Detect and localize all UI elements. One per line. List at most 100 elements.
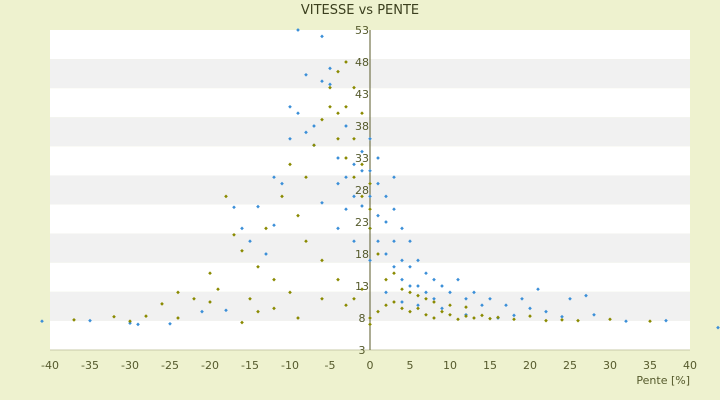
data-point <box>416 303 420 308</box>
data-point <box>512 317 516 322</box>
data-point <box>344 207 348 212</box>
data-point <box>512 313 516 318</box>
data-point <box>296 213 300 218</box>
data-point <box>240 226 244 231</box>
data-point <box>352 136 356 141</box>
data-point <box>408 284 412 288</box>
data-point <box>544 309 548 314</box>
y-tick-labels: 53 48 43 38 33 28 23 18 13 8 3 <box>355 24 369 357</box>
data-point <box>400 287 404 292</box>
data-point <box>464 296 468 301</box>
data-point <box>256 309 260 314</box>
data-point <box>384 252 388 256</box>
data-point <box>416 258 420 263</box>
data-point <box>344 303 348 308</box>
data-point <box>408 309 412 314</box>
x-tick-label: -15 <box>241 359 259 372</box>
data-point <box>224 194 228 199</box>
data-point <box>716 325 720 330</box>
data-point <box>320 34 324 39</box>
x-tick-label: -10 <box>281 359 299 372</box>
data-point <box>352 296 356 301</box>
data-point <box>440 309 444 314</box>
data-point <box>560 314 564 319</box>
data-point <box>288 104 292 109</box>
x-tick-labels: -40 -35 -30 -25 -20 -15 -10 -5 0 5 10 15 20 25 30 35 40 <box>41 359 697 372</box>
data-point <box>40 319 44 324</box>
data-point <box>472 316 476 320</box>
data-point <box>400 277 404 282</box>
data-point <box>272 277 276 282</box>
data-point <box>376 156 380 160</box>
data-point <box>344 156 348 160</box>
data-point <box>400 226 404 231</box>
data-point <box>592 312 596 317</box>
data-point <box>352 239 356 244</box>
data-point <box>360 194 364 199</box>
data-point <box>448 303 452 308</box>
data-point <box>296 316 300 320</box>
data-point <box>336 277 340 282</box>
data-point <box>320 200 324 205</box>
data-point <box>344 124 348 128</box>
y-tick-label: 33 <box>355 152 369 165</box>
data-point <box>392 207 396 212</box>
data-point <box>232 232 236 237</box>
data-point <box>432 296 436 301</box>
data-point <box>368 136 372 141</box>
series-blue-points <box>40 28 720 330</box>
data-point <box>432 300 436 304</box>
data-point <box>416 284 420 288</box>
data-point <box>128 321 132 325</box>
data-point <box>368 181 372 186</box>
data-point <box>136 322 140 327</box>
data-point <box>576 318 580 323</box>
data-point <box>272 306 276 311</box>
data-point <box>392 300 396 304</box>
series-olive-points <box>72 60 652 327</box>
data-point <box>256 204 260 209</box>
data-point <box>208 300 212 304</box>
data-point <box>304 175 308 180</box>
y-tick-label: 13 <box>355 280 369 293</box>
data-point <box>648 319 652 324</box>
data-point <box>128 319 132 324</box>
data-point <box>264 226 268 231</box>
data-point <box>248 239 252 244</box>
data-point <box>224 308 228 313</box>
y-tick-label: 23 <box>355 216 369 229</box>
data-point <box>360 149 364 154</box>
data-point <box>368 322 372 327</box>
data-point <box>424 312 428 317</box>
data-point <box>328 66 332 71</box>
data-point <box>280 181 284 186</box>
y-tick-label: 8 <box>359 312 366 325</box>
data-point <box>112 314 116 319</box>
data-point <box>544 318 548 323</box>
x-tick-label: -35 <box>81 359 99 372</box>
data-point <box>240 248 244 253</box>
data-point <box>200 309 204 314</box>
data-point <box>336 226 340 231</box>
data-point <box>304 130 308 135</box>
data-point <box>384 277 388 282</box>
x-tick-label: -25 <box>161 359 179 372</box>
x-tick-label: 35 <box>643 359 657 372</box>
y-tick-label: 28 <box>355 184 369 197</box>
data-point <box>360 287 364 292</box>
data-point <box>376 239 380 244</box>
data-point <box>568 296 572 301</box>
data-point <box>208 271 212 276</box>
data-point <box>352 162 356 167</box>
x-tick-label: 40 <box>683 359 697 372</box>
data-point <box>384 220 388 224</box>
data-point <box>392 175 396 180</box>
data-point <box>408 239 412 244</box>
data-point <box>376 309 380 314</box>
data-point <box>400 300 404 304</box>
data-point <box>392 239 396 244</box>
data-point <box>376 213 380 218</box>
data-point <box>424 290 428 295</box>
data-point <box>328 82 332 87</box>
